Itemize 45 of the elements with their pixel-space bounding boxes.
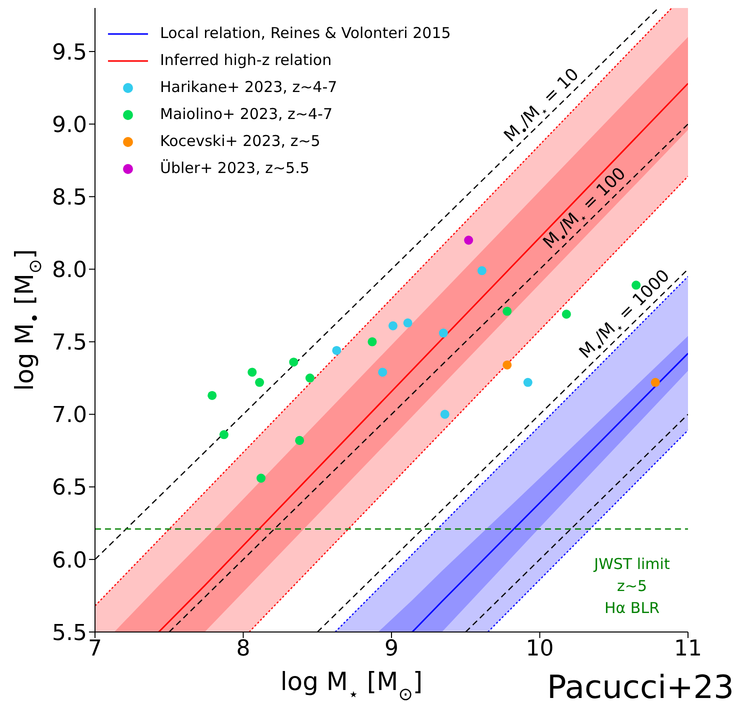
point xyxy=(295,436,304,445)
legend-label: Harikane+ 2023, z~4-7 xyxy=(160,78,338,96)
point xyxy=(440,410,450,419)
x-tick-label: 11 xyxy=(674,636,702,662)
legend-label: Kocevski+ 2023, z~5 xyxy=(160,132,320,150)
point xyxy=(464,236,474,245)
legend-label: Maiolino+ 2023, z~4-7 xyxy=(160,105,332,123)
point xyxy=(378,368,388,377)
y-tick-label: 9.5 xyxy=(52,40,87,66)
point xyxy=(502,360,512,370)
point xyxy=(256,474,266,483)
point xyxy=(403,318,412,328)
point xyxy=(388,321,398,330)
x-tick-label: 8 xyxy=(236,636,250,662)
x-tick-label: 9 xyxy=(384,636,398,662)
x-tick-label: 10 xyxy=(526,636,554,662)
point xyxy=(523,378,532,387)
y-tick-label: 8.5 xyxy=(52,185,87,210)
y-tick-label: 6.0 xyxy=(52,548,87,574)
point xyxy=(305,374,314,383)
ref-line-label: JWST limit z~5 Hα BLR xyxy=(593,554,670,617)
x-tick-label: 7 xyxy=(88,636,102,662)
x-axis-title: log M$_{⋆}$ [M$_{⊙}$] xyxy=(280,667,423,702)
point xyxy=(332,346,342,355)
point xyxy=(650,378,660,387)
point xyxy=(502,306,512,316)
point xyxy=(248,368,257,377)
text: Pacucci+23 xyxy=(547,668,734,702)
y-tick-label: 5.5 xyxy=(52,620,87,646)
y-tick-label: 8.0 xyxy=(52,258,87,284)
point xyxy=(438,328,448,338)
point xyxy=(477,266,486,276)
legend-label: Inferred high-z relation xyxy=(160,51,332,69)
legend-label: Übler+ 2023, z~5.5 xyxy=(160,159,310,177)
point xyxy=(368,337,377,346)
y-tick-label: 6.5 xyxy=(52,476,87,501)
point xyxy=(219,430,228,440)
point xyxy=(562,310,571,319)
point xyxy=(255,378,264,387)
point xyxy=(289,358,298,367)
point xyxy=(208,390,217,400)
y-tick-label: 7.0 xyxy=(52,403,87,428)
y-tick-label: 9.0 xyxy=(52,112,87,138)
y-tick-label: 7.5 xyxy=(52,330,87,356)
legend-label: Local relation, Reines & Volonteri 2015 xyxy=(160,24,451,42)
